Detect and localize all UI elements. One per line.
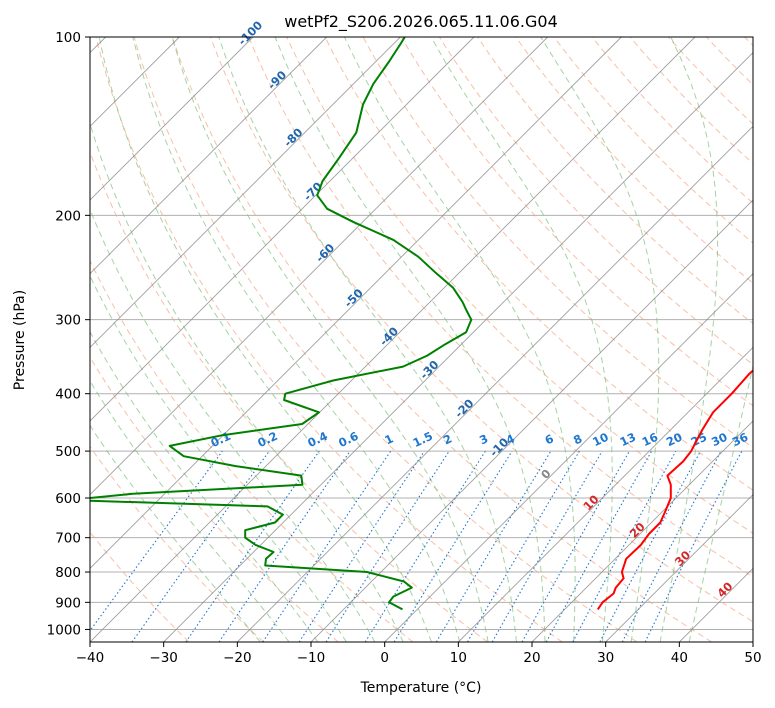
moist-adiabat-line: [90, 274, 347, 642]
dry-adiabat-line: [324, 37, 753, 491]
y-tick-label: 200: [55, 208, 81, 224]
isotherm-line: [163, 52, 753, 642]
dry-adiabat-line: [400, 37, 753, 407]
mixing-ratio-line: [131, 450, 270, 642]
y-axis-label: Pressure (hPa): [12, 290, 28, 390]
x-tick-label: 0: [380, 650, 389, 666]
profile-series: [90, 37, 753, 611]
mixing-ratio-line: [467, 450, 580, 642]
y-tick-label: 300: [55, 313, 81, 329]
isotherm-line: [90, 37, 327, 275]
x-axis-ticks: −40 −30 −20 −10 0 10 20 30 40 50: [76, 642, 762, 666]
dry-adiabat-line: [477, 37, 753, 325]
dewpoint-profile-line: [90, 37, 473, 611]
moist-adiabat-line: [688, 363, 753, 642]
chart-title: wetPf2_S206.2026.065.11.06.G04: [284, 12, 558, 32]
y-tick-label: 700: [55, 531, 81, 547]
x-tick-label: 50: [744, 650, 761, 666]
dry-adiabat-line: [591, 37, 753, 204]
mixing-ratio-label: 10: [590, 430, 610, 449]
mixing-ratio-line: [185, 450, 320, 642]
dry-adiabat-line: [90, 259, 414, 642]
dry-adiabat-line: [210, 37, 753, 623]
y-tick-label: 600: [55, 491, 81, 507]
temperature-profile-line: [596, 369, 753, 610]
mixing-ratio-label: 30: [709, 430, 729, 449]
y-tick-label: 400: [55, 387, 81, 403]
plot-frame: [89, 36, 754, 643]
moist-adiabat-line: [218, 37, 517, 642]
y-axis-ticks: 1000 900 800 700 600 500 400 300 200 100: [47, 30, 90, 638]
dry-adiabat-line: [133, 37, 638, 642]
moist-adiabat-line: [90, 330, 319, 642]
mixing-ratio-label: 13: [618, 430, 638, 449]
isotherm-line: [90, 37, 401, 348]
x-tick-label: 20: [523, 650, 540, 666]
mixing-ratio-label: 16: [640, 430, 660, 449]
isotherm-line: [90, 37, 254, 201]
x-tick-label: 30: [597, 650, 614, 666]
x-tick-label: 40: [671, 650, 688, 666]
mixing-ratio-line: [325, 450, 450, 642]
isotherm-line: [310, 199, 753, 642]
dry-adiabat-line: [171, 37, 712, 642]
dry-adiabat-line: [90, 445, 264, 642]
dry-adiabats: [90, 37, 753, 642]
y-tick-label: 900: [55, 595, 81, 611]
moist-adiabat-line: [90, 380, 290, 642]
mixing-ratio-line: [572, 450, 677, 642]
isotherm-line: [384, 273, 753, 642]
mixing-ratio-line: [218, 450, 351, 642]
x-tick-label: −30: [149, 650, 178, 666]
mixing-ratio-line: [364, 450, 486, 642]
y-tick-label: 800: [55, 565, 81, 581]
mixing-ratio-label: 20: [664, 430, 684, 449]
moist-adiabat-line: [132, 37, 461, 642]
dry-adiabat-line: [95, 37, 563, 642]
isotherm-line: [237, 125, 753, 642]
moist-adiabat-line: [659, 37, 719, 642]
isotherm-line: [458, 346, 753, 642]
y-tick-label: 1000: [47, 622, 81, 638]
moist-adiabat-line: [171, 37, 489, 642]
mixing-ratio-label: 36: [730, 430, 750, 449]
isotherm-line: [531, 420, 753, 642]
dry-adiabat-line: [515, 37, 753, 284]
x-axis-label: Temperature (°C): [360, 680, 482, 696]
mixing-ratio-line: [521, 450, 630, 642]
isotherm-line: [605, 494, 753, 642]
plot-area: [90, 37, 753, 642]
moist-adiabat-line: [540, 37, 660, 642]
dry-adiabat-line: [629, 37, 753, 165]
isotherm-line: [90, 37, 475, 422]
isotherms: [90, 37, 753, 642]
moist-adiabat-line: [343, 37, 576, 642]
isotherm-line: [90, 37, 622, 569]
mixing-ratio-line: [435, 450, 552, 642]
dry-adiabat-line: [248, 37, 753, 578]
x-tick-label: −10: [297, 650, 326, 666]
mixing-ratio-lines: [90, 450, 743, 642]
x-tick-label: −40: [76, 650, 105, 666]
mixing-ratio-line: [393, 450, 513, 642]
isotherm-line: [90, 37, 696, 642]
moist-adiabat-line: [98, 37, 432, 642]
x-tick-label: −20: [223, 650, 252, 666]
mixing-ratio-line: [491, 450, 603, 642]
mixing-ratio-line: [90, 450, 223, 632]
moist-adiabat-line: [274, 37, 546, 642]
moist-adiabat-line: [90, 424, 261, 642]
isotherm-line: [90, 37, 548, 496]
y-tick-label: 500: [55, 444, 81, 460]
x-tick-label: 10: [450, 650, 467, 666]
moist-adiabat-line: [90, 121, 404, 642]
y-tick-label: 100: [55, 30, 81, 46]
